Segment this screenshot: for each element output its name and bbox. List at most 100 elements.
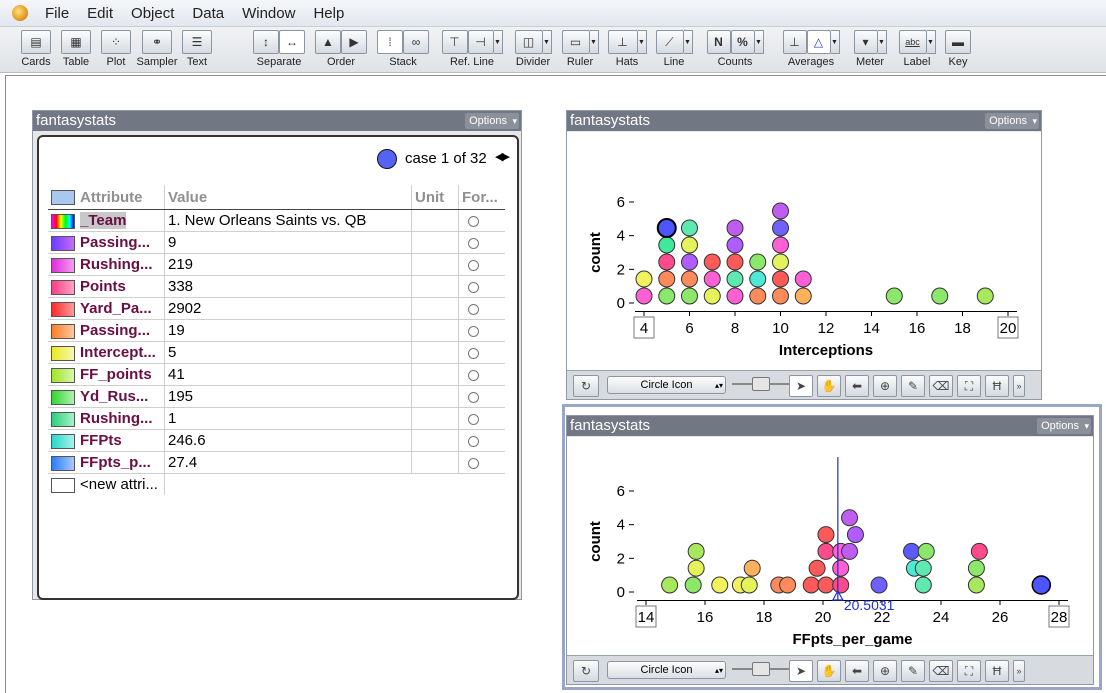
graph1-chart[interactable]: 0 2 4 6 4 6 8 10 12 14 16 18 20 Interceptions count [567,132,1041,370]
graph1-rerandomize-icon[interactable]: ↻ [573,375,599,397]
attribute-formula[interactable] [458,341,505,364]
attribute-value[interactable]: 19 [164,319,412,342]
formula-radio-icon[interactable] [468,281,479,293]
graph2-rerandomize-icon[interactable]: ↻ [573,660,599,682]
key-tool[interactable]: ▬ Key [944,30,972,69]
graph1-pencil-icon[interactable]: ✎ [901,375,925,397]
graph2-size-slider[interactable] [732,662,792,676]
attribute-value[interactable]: 41 [164,363,412,386]
attribute-unit[interactable] [411,209,459,232]
value-column-header[interactable]: Value [164,185,412,210]
attribute-formula[interactable] [458,253,505,276]
attribute-formula[interactable] [458,231,505,254]
attribute-formula[interactable] [458,451,505,474]
graph1-title-bar[interactable]: fantasystats Options [567,111,1041,131]
graph1-more-icon[interactable]: » [1013,375,1025,397]
attribute-row[interactable]: FFPts 246.6 [48,429,505,452]
attribute-unit[interactable] [411,451,459,474]
attribute-unit[interactable] [411,429,459,452]
formula-radio-icon[interactable] [468,347,479,359]
attribute-unit[interactable] [411,253,459,276]
graph1-pointer-icon[interactable]: ➤ [789,375,813,397]
menu-object[interactable]: Object [131,4,175,22]
menu-data[interactable]: Data [192,4,225,22]
cards-tool[interactable]: ▤ Cards [19,30,53,69]
order-tool[interactable]: ▲ ▶ Order [314,30,368,69]
attribute-formula[interactable] [458,385,505,408]
graph2-add-point-icon[interactable]: ⊕ [873,660,897,682]
attribute-name-cell[interactable]: _Team [48,209,165,232]
attribute-name-cell[interactable]: Passing... [48,319,165,342]
meter-dropdown-icon[interactable]: ▼ [877,30,887,54]
attribute-unit[interactable] [411,341,459,364]
graph2-icon-select[interactable]: Circle Icon ▴▾ [607,661,726,679]
attribute-value[interactable]: 338 [164,275,412,298]
attribute-formula[interactable] [458,209,505,232]
graph2-more-icon[interactable]: » [1013,660,1025,682]
label-dropdown-icon[interactable]: ▼ [926,30,936,54]
attribute-row[interactable]: Passing... 19 [48,319,505,342]
plot-tool[interactable]: ⁘ Plot [99,30,133,69]
graph2-paint-icon[interactable]: ⛶ [957,660,981,682]
case-card-options-button[interactable]: Options [465,113,519,129]
formula-radio-icon[interactable] [468,457,479,469]
attribute-row[interactable]: Yd_Rus... 195 [48,385,505,408]
graph2-hat-plot-icon[interactable]: Ħ [985,660,1009,682]
graph2-plot-area[interactable]: 0 2 4 6 14 16 18 20 22 24 26 28 FFpts_per_game count 2… [567,437,1093,655]
separate-tool[interactable]: ↕ ↔ Separate [252,30,306,69]
slider-knob[interactable] [752,377,770,391]
attribute-formula[interactable] [458,429,505,452]
line-dropdown-icon[interactable]: ▼ [683,30,693,54]
attribute-name-cell[interactable]: FFpts_p... [48,451,165,474]
meter-tool[interactable]: ▾ ▼ Meter [852,30,888,69]
attribute-unit[interactable] [411,231,459,254]
formula-radio-icon[interactable] [468,369,479,381]
case-nav-arrows-icon[interactable]: ◀▶ [495,151,510,163]
graph2-pointer-icon[interactable]: ➤ [789,660,813,682]
attribute-value[interactable]: 1 [164,407,412,430]
menu-help[interactable]: Help [313,4,345,22]
attribute-value[interactable]: 246.6 [164,429,412,452]
divider-dropdown-icon[interactable]: ▼ [542,30,552,54]
attribute-unit[interactable] [411,275,459,298]
graph2-title-bar[interactable]: fantasystats Options [567,416,1093,436]
case-card-title-bar[interactable]: fantasystats Options [33,111,521,131]
attribute-value[interactable]: 1. New Orleans Saints vs. QB [164,209,412,232]
label-tool[interactable]: abc ▼ Label [896,30,938,69]
formula-radio-icon[interactable] [468,259,479,271]
attribute-value[interactable]: 2902 [164,297,412,320]
attribute-name-cell[interactable]: Yard_Pa... [48,297,165,320]
graph2-pencil-icon[interactable]: ✎ [901,660,925,682]
attribute-value[interactable]: 9 [164,231,412,254]
attribute-unit[interactable] [411,363,459,386]
averages-dropdown-icon[interactable]: ▼ [830,30,840,54]
graph1-options-button[interactable]: Options [985,113,1039,129]
graph1-grab-icon[interactable]: ✋ [817,375,841,397]
graph1-plot-area[interactable]: 0 2 4 6 4 6 8 10 12 14 16 18 20 Interceptions count [567,132,1041,370]
attribute-formula[interactable] [458,363,505,386]
attribute-row[interactable]: Intercept... 5 [48,341,505,364]
attribute-row[interactable]: Points 338 [48,275,505,298]
attribute-name-cell[interactable]: Yd_Rus... [48,385,165,408]
attribute-row[interactable]: FF_points 41 [48,363,505,386]
ruler-dropdown-icon[interactable]: ▼ [589,30,599,54]
table-tool[interactable]: ▦ Table [59,30,93,69]
graph1-eraser-icon[interactable]: ⌫ [929,375,953,397]
formula-radio-icon[interactable] [468,413,479,425]
menu-edit[interactable]: Edit [87,4,114,22]
divider-tool[interactable]: ◫ ▼ Divider [512,30,554,69]
attribute-unit[interactable] [411,385,459,408]
counts-dropdown-icon[interactable]: ▼ [754,30,764,54]
formula-radio-icon[interactable] [468,391,479,403]
attribute-value[interactable]: 27.4 [164,451,412,474]
text-tool[interactable]: ☰ Text [180,30,214,69]
attribute-column-header[interactable]: Attribute [48,185,165,210]
attribute-name-cell[interactable]: FF_points [48,363,165,386]
attribute-row[interactable]: Rushing... 219 [48,253,505,276]
attribute-name-cell[interactable]: Passing... [48,231,165,254]
attribute-name-cell[interactable]: Points [48,275,165,298]
hats-tool[interactable]: ⊥ ▼ Hats [606,30,648,69]
sampler-tool[interactable]: ⚭ Sampler [136,30,178,69]
attribute-name-cell[interactable]: FFPts [48,429,165,452]
